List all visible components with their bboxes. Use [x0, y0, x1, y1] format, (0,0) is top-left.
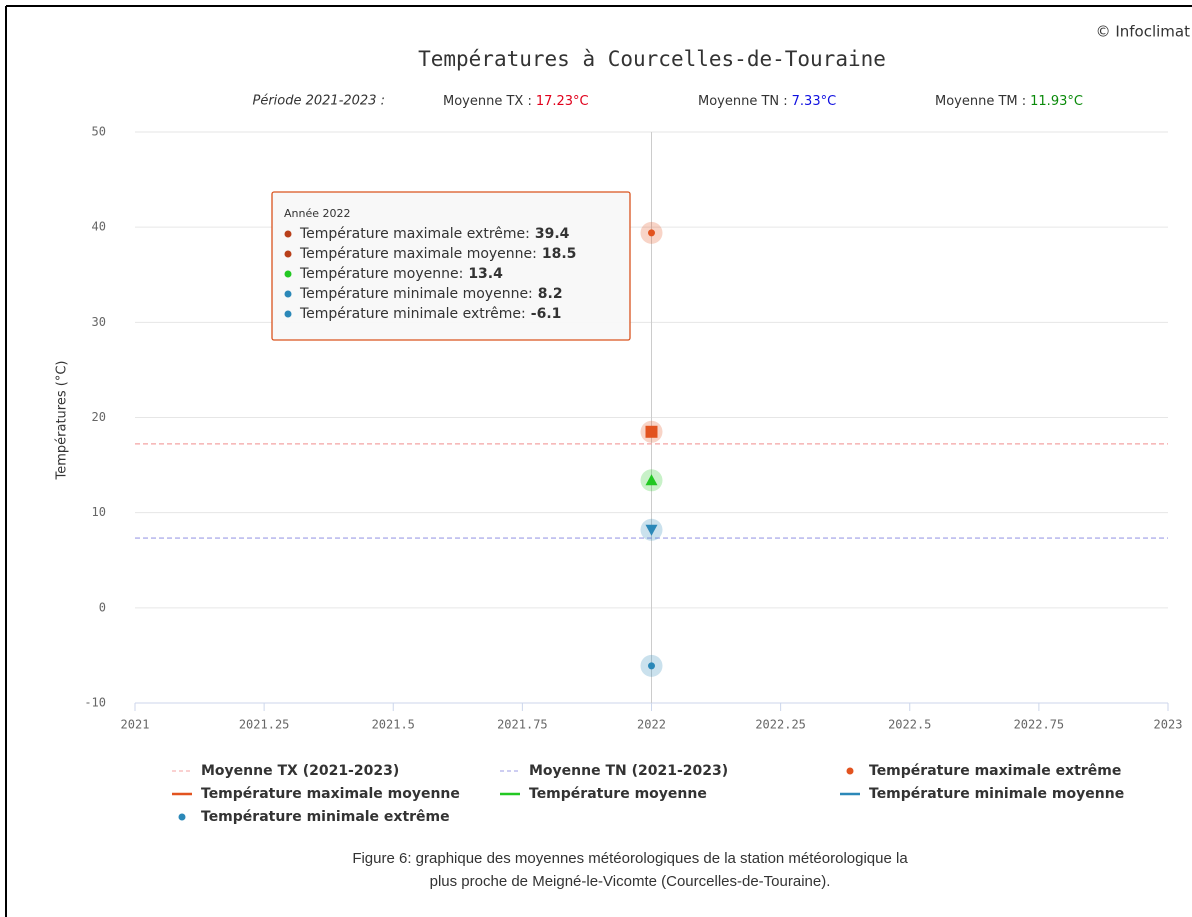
- chart-title: Températures à Courcelles-de-Touraine: [418, 47, 886, 71]
- stat-label: Moyenne TM :: [935, 94, 1026, 109]
- tooltip-label: Température minimale extrême:: [299, 306, 526, 322]
- point: [645, 425, 658, 438]
- legend-label: Température moyenne: [529, 786, 707, 802]
- x-tick-label: 2021.75: [497, 718, 548, 732]
- tooltip-dot: [284, 230, 292, 238]
- period: Période 2021-2023 :: [252, 94, 385, 109]
- tooltip-dot: [284, 250, 292, 258]
- x-tick-label: 2023: [1154, 718, 1183, 732]
- tooltip-label: Température maximale moyenne:: [299, 246, 537, 262]
- x-tick-label: 2022: [637, 718, 666, 732]
- legend-label: Température maximale moyenne: [201, 786, 460, 802]
- tooltip-value: 8.2: [538, 286, 563, 302]
- tooltip-title: Année 2022: [284, 207, 351, 220]
- copyright: © Infoclimat: [1096, 23, 1191, 41]
- tooltip-label: Température maximale extrême:: [299, 226, 530, 242]
- tooltip-row: Température minimale extrême: -6.1: [299, 306, 561, 322]
- tooltip-label: Température moyenne:: [299, 266, 463, 282]
- x-tick-label: 2022.5: [888, 718, 931, 732]
- legend-label: Température maximale extrême: [869, 763, 1121, 779]
- tooltip-value: -6.1: [531, 306, 562, 322]
- tooltip-label: Température minimale moyenne:: [299, 286, 533, 302]
- point: [645, 474, 658, 486]
- y-axis-label: Températures (°C): [55, 361, 70, 481]
- tooltip-box: [271, 191, 631, 341]
- legend-symbol: [178, 813, 186, 821]
- caption: plus proche de Meigné-le-Vicomte (Cource…: [430, 873, 831, 890]
- y-tick-label: 40: [92, 220, 106, 234]
- legend-label: Moyenne TX (2021-2023): [201, 763, 399, 779]
- stat: Moyenne TN : 7.33°C: [698, 94, 836, 109]
- legend-symbol: [846, 767, 854, 775]
- y-tick-label: 50: [92, 125, 106, 139]
- legend-label: Température minimale extrême: [201, 809, 450, 825]
- tooltip-dot: [284, 310, 292, 318]
- tooltip-value: 39.4: [535, 226, 570, 242]
- y-tick-label: 20: [92, 410, 106, 424]
- y-tick-label: 0: [99, 600, 106, 614]
- legend-label: Moyenne TN (2021-2023): [529, 763, 728, 779]
- x-tick-label: 2022.75: [1014, 718, 1065, 732]
- tooltip-row: Température maximale moyenne: 18.5: [299, 246, 576, 262]
- point: [645, 524, 658, 536]
- x-tick-label: 2022.25: [755, 718, 806, 732]
- y-tick-label: 30: [92, 315, 106, 329]
- legend-label: Température minimale moyenne: [869, 786, 1124, 802]
- point: [648, 662, 655, 670]
- stat: Moyenne TX : 17.23°C: [443, 94, 589, 109]
- x-tick-label: 2021: [121, 718, 150, 732]
- tooltip-row: Température moyenne: 13.4: [299, 266, 503, 282]
- tooltip-row: Température minimale moyenne: 8.2: [299, 286, 563, 302]
- x-tick-label: 2021.25: [239, 718, 290, 732]
- tooltip-dot: [284, 270, 292, 278]
- tooltip-row: Température maximale extrême: 39.4: [299, 226, 570, 242]
- tooltip-value: 18.5: [542, 246, 577, 262]
- stat-label: Moyenne TN :: [698, 94, 788, 109]
- stat-label: Moyenne TX :: [443, 94, 532, 109]
- y-tick-label: 10: [92, 505, 106, 519]
- x-tick-label: 2021.5: [372, 718, 415, 732]
- point: [648, 229, 655, 237]
- stat-value: 7.33°C: [792, 94, 837, 109]
- tooltip-value: 13.4: [468, 266, 503, 282]
- tooltip-dot: [284, 290, 292, 298]
- stat-value: 11.93°C: [1030, 94, 1083, 109]
- stat: Moyenne TM : 11.93°C: [935, 94, 1083, 109]
- caption: Figure 6: graphique des moyennes météoro…: [352, 850, 908, 867]
- stat-value: 17.23°C: [536, 94, 589, 109]
- y-tick-label: -10: [84, 696, 106, 710]
